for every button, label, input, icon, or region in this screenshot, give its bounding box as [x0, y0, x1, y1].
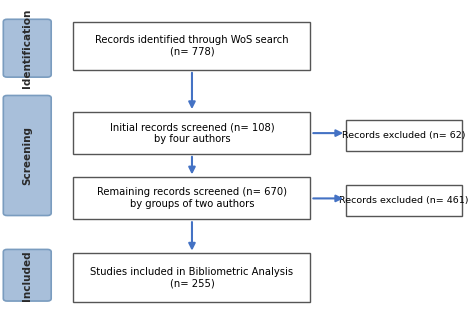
Text: Records excluded (n= 461): Records excluded (n= 461) — [339, 196, 469, 205]
FancyBboxPatch shape — [346, 185, 462, 216]
FancyBboxPatch shape — [346, 120, 462, 151]
FancyBboxPatch shape — [73, 22, 310, 70]
Text: Records identified through WoS search
(n= 778): Records identified through WoS search (n… — [95, 35, 289, 57]
Text: Screening: Screening — [22, 126, 32, 185]
Text: Identification: Identification — [22, 8, 32, 88]
Text: Initial records screened (n= 108)
by four authors: Initial records screened (n= 108) by fou… — [109, 122, 274, 144]
Text: Records excluded (n= 62): Records excluded (n= 62) — [342, 131, 466, 140]
Text: Studies included in Bibliometric Analysis
(n= 255): Studies included in Bibliometric Analysi… — [91, 267, 293, 288]
FancyBboxPatch shape — [3, 95, 51, 216]
FancyBboxPatch shape — [73, 112, 310, 154]
Text: Included: Included — [22, 250, 32, 300]
FancyBboxPatch shape — [3, 249, 51, 301]
FancyBboxPatch shape — [73, 177, 310, 219]
FancyBboxPatch shape — [73, 253, 310, 302]
Text: Remaining records screened (n= 670)
by groups of two authors: Remaining records screened (n= 670) by g… — [97, 188, 287, 209]
FancyBboxPatch shape — [3, 19, 51, 77]
